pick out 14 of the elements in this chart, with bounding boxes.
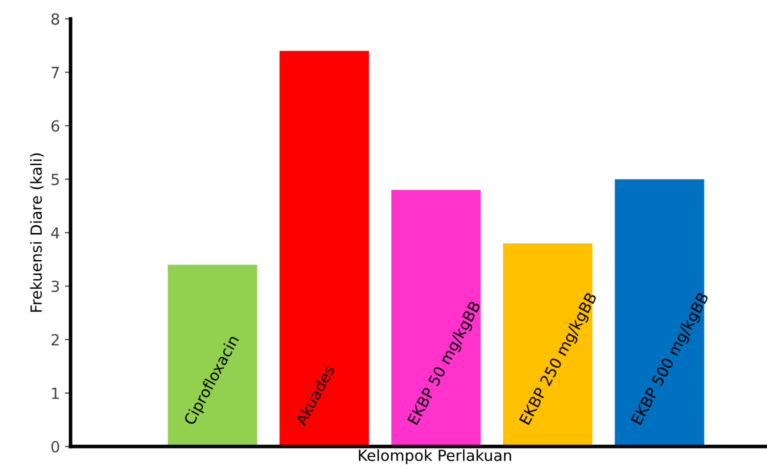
- y-tick-label: 4: [51, 227, 60, 238]
- bar: [391, 190, 481, 446]
- x-axis-title: Kelompok Perlakuan: [358, 449, 512, 464]
- y-tick-label: 3: [52, 280, 59, 292]
- y-axis-title: Frekuensi Diare (kali): [30, 153, 44, 312]
- y-tick-label: 2: [52, 334, 59, 346]
- bar: [168, 264, 258, 446]
- y-tick-label: 5: [52, 174, 59, 186]
- y-tick-label: 7: [52, 66, 59, 78]
- bar: [280, 50, 369, 446]
- y-tick-label: 1: [52, 388, 59, 399]
- y-tick-label: 8: [51, 13, 60, 25]
- y-tick-label: 6: [51, 120, 60, 132]
- y-tick-label: 0: [51, 440, 60, 453]
